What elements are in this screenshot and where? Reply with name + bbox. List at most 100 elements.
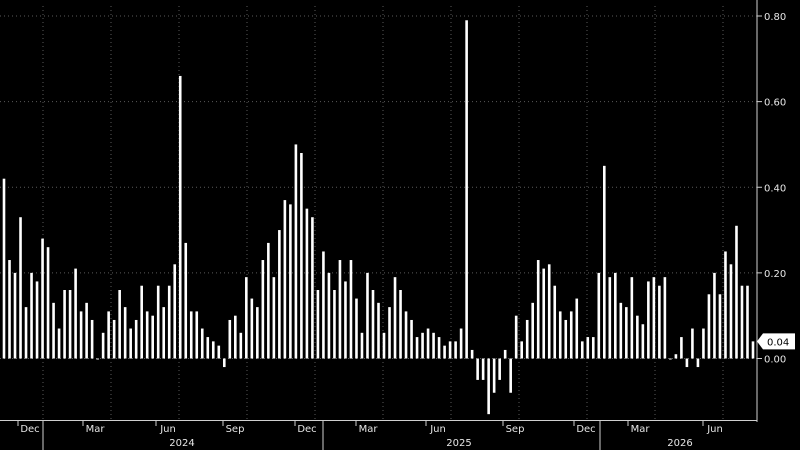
chart-bar [344, 281, 347, 359]
last-value-box [757, 333, 795, 350]
chart-bar [619, 302, 623, 359]
chart-bar [327, 272, 331, 359]
chart-bar [234, 315, 237, 359]
x-month-label: Sep [506, 424, 525, 435]
chart-bar [316, 290, 320, 359]
chart-bar [2, 178, 6, 359]
chart-bar [261, 260, 265, 359]
chart-bar [492, 358, 496, 393]
chart-bar [300, 153, 303, 359]
chart-bar [448, 341, 452, 359]
x-month-label: Dec [20, 424, 39, 435]
chart-bar [63, 290, 66, 359]
chart-bar [652, 277, 656, 359]
chart-bar [96, 358, 99, 360]
chart-bar [454, 341, 457, 359]
last-value-label: 0.04 [767, 337, 789, 348]
chart-bar [366, 272, 369, 359]
chart-bar [151, 315, 154, 359]
chart-bar [509, 358, 512, 393]
chart-bar [735, 225, 738, 359]
chart-bar [410, 319, 413, 359]
x-year-label: 2026 [667, 438, 692, 449]
chart-bar [426, 328, 430, 359]
chart-bar [74, 268, 77, 359]
chart-bar [305, 208, 309, 359]
chart-bar [30, 272, 33, 359]
chart-bar [178, 75, 182, 359]
chart-bar [608, 277, 612, 359]
x-month-label: Mar [631, 424, 651, 435]
chart-bar [481, 358, 485, 380]
chart-bar [8, 260, 11, 359]
chart-bar [250, 298, 254, 359]
chart-bar [536, 260, 540, 359]
chart-bar [591, 337, 595, 359]
chart-bar [415, 337, 419, 359]
chart-bar [729, 264, 733, 359]
chart-bar [360, 332, 364, 359]
chart-bar [636, 315, 639, 359]
x-month-label: Jun [159, 424, 176, 435]
chart-bar [669, 358, 672, 360]
chart-bar [189, 311, 193, 359]
chart-bar [558, 311, 562, 359]
x-month-label: Sep [226, 424, 245, 435]
y-tick-label: 0.40 [764, 183, 786, 194]
chart-bar [173, 264, 177, 359]
chart-bar [647, 281, 650, 359]
chart-bar [333, 290, 336, 359]
chart-bar [542, 268, 546, 359]
chart-bar [514, 315, 518, 359]
chart-bar [355, 298, 358, 359]
chart-bar [575, 298, 579, 359]
chart-bar [13, 272, 17, 359]
chart-bar [718, 294, 722, 359]
chart-bar [123, 307, 127, 359]
chart-bar [19, 217, 22, 359]
chart-bar [46, 247, 50, 359]
chart-bar [289, 204, 292, 359]
y-tick-label: 0.00 [764, 355, 786, 366]
chart-bar [503, 349, 507, 359]
y-tick-label: 0.80 [764, 12, 786, 23]
chart-bar [399, 290, 402, 359]
chart-bar [432, 332, 435, 359]
chart-bar [140, 285, 143, 359]
chart-bar [603, 165, 606, 359]
x-month-label: Mar [359, 424, 379, 435]
chart-bar [531, 302, 535, 359]
chart-bar [57, 328, 61, 359]
x-month-label: Mar [86, 424, 106, 435]
chart-bar [338, 260, 342, 359]
chart-bar [162, 307, 166, 359]
chart-bar [614, 272, 617, 359]
chart-bar [79, 311, 83, 359]
chart-bar [184, 242, 188, 359]
chart-bar [520, 341, 523, 359]
chart-bar [283, 200, 287, 359]
chart-bar [211, 341, 215, 359]
chart-bar [145, 311, 149, 359]
chart-bar [294, 144, 298, 359]
chart-bar [404, 311, 408, 359]
chart-bar [377, 302, 380, 359]
chart-bar [129, 328, 132, 359]
chart-bar [349, 260, 353, 359]
chart-bar [740, 285, 744, 359]
chart-bar [680, 337, 683, 359]
chart-bar [311, 217, 314, 359]
chart-bar [691, 328, 694, 359]
chart-bar [751, 341, 755, 359]
chart-bar [487, 358, 490, 415]
chart-bar [118, 290, 121, 359]
chart-bar [685, 358, 689, 368]
chart-bar [107, 311, 110, 359]
chart-bar [470, 349, 474, 359]
chart-bar [68, 290, 72, 359]
chart-bar [724, 251, 727, 359]
chart-bar [443, 345, 446, 359]
chart-bars [2, 20, 755, 415]
chart-bar [267, 242, 270, 359]
